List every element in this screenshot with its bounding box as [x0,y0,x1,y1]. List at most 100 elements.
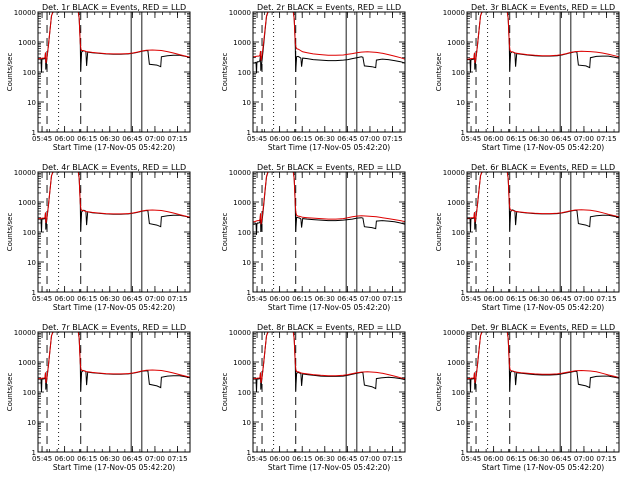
series-lld-line [38,172,190,224]
y-tick-label: 10 [242,99,251,107]
y-tick-label: 10000 [229,169,251,177]
y-tick-label: 100 [452,389,465,397]
x-tick-label: 07:00 [360,455,380,463]
y-tick-label: 10 [242,419,251,427]
y-tick-label: 1 [32,129,36,137]
detector-panel-7: 1 10 100 1000 10000 05:45 06:00 06:15 06:30 06:45… [6,323,191,472]
x-axis-label: Start Time (17-Nov-05 05:42:20) [53,143,175,152]
y-tick-label: 1000 [447,359,465,367]
y-tick-label: 1000 [233,359,251,367]
x-tick-label: 06:15 [506,455,526,463]
y-axis-label: Counts/sec [435,213,443,252]
y-tick-label: 1 [461,449,465,457]
y-tick-label: 10000 [229,9,251,17]
series-lld-line [253,332,405,384]
y-tick-label: 10000 [443,329,465,337]
x-tick-label: 06:30 [529,295,549,303]
series-lld-line [253,172,405,225]
x-axis-label: Start Time (17-Nov-05 05:42:20) [53,303,175,312]
series-lld-line [253,12,405,61]
x-axis-label: Start Time (17-Nov-05 05:42:20) [268,303,390,312]
y-tick-label: 1 [247,449,251,457]
x-tick-label: 05:45 [247,295,267,303]
panel-title: Det. 4r BLACK = Events, RED = LLD [42,163,186,172]
x-tick-label: 05:45 [461,295,481,303]
y-tick-label: 100 [23,69,36,77]
x-tick-label: 06:15 [77,295,97,303]
x-tick-label: 07:15 [382,135,402,143]
y-tick-label: 10000 [443,169,465,177]
x-tick-label: 07:00 [574,135,594,143]
detector-panel-3: 1 10 100 1000 10000 05:45 06:00 06:15 06:30 06:45… [435,3,620,152]
y-tick-label: 10000 [14,169,36,177]
x-tick-label: 06:45 [337,455,357,463]
x-tick-label: 06:45 [551,295,571,303]
x-tick-label: 06:15 [506,135,526,143]
series-lld-line [467,12,619,64]
x-tick-label: 06:30 [100,295,120,303]
x-tick-label: 06:15 [77,135,97,143]
x-tick-label: 06:00 [270,455,290,463]
x-tick-label: 05:45 [32,135,52,143]
series-lld-line [467,172,619,223]
x-tick-label: 07:15 [596,135,616,143]
x-tick-label: 06:15 [292,455,312,463]
y-tick-label: 1 [247,129,251,137]
x-tick-label: 06:15 [77,455,97,463]
x-tick-label: 07:15 [167,135,187,143]
y-tick-label: 100 [452,229,465,237]
y-tick-label: 10000 [14,9,36,17]
detector-panel-8: 1 10 100 1000 10000 05:45 06:00 06:15 06:30 06:45… [221,323,406,472]
panel-title: Det. 1r BLACK = Events, RED = LLD [42,3,186,12]
y-tick-label: 1 [461,289,465,297]
x-axis-label: Start Time (17-Nov-05 05:42:20) [268,143,390,152]
x-tick-label: 06:15 [292,135,312,143]
x-tick-label: 05:45 [32,295,52,303]
y-tick-label: 10 [456,419,465,427]
x-tick-label: 05:45 [247,135,267,143]
y-tick-label: 100 [452,69,465,77]
x-tick-label: 07:15 [167,455,187,463]
y-tick-label: 100 [23,229,36,237]
x-axis-label: Start Time (17-Nov-05 05:42:20) [482,143,604,152]
panel-title: Det. 3r BLACK = Events, RED = LLD [471,3,615,12]
x-tick-label: 06:30 [529,455,549,463]
y-tick-label: 1000 [18,359,36,367]
y-tick-label: 1000 [18,39,36,47]
panel-title: Det. 9r BLACK = Events, RED = LLD [471,323,615,332]
y-tick-label: 10 [27,259,36,267]
x-tick-label: 06:45 [337,295,357,303]
x-tick-label: 05:45 [32,455,52,463]
x-axis-label: Start Time (17-Nov-05 05:42:20) [53,463,175,472]
detector-panel-6: 1 10 100 1000 10000 05:45 06:00 06:15 06:30 06:45… [435,163,620,312]
y-tick-label: 1000 [233,199,251,207]
series-lld-line [38,332,190,384]
x-tick-label: 07:00 [574,455,594,463]
x-tick-label: 06:45 [337,135,357,143]
y-axis-label: Counts/sec [435,373,443,412]
y-tick-label: 10000 [229,329,251,337]
y-tick-label: 10 [456,99,465,107]
x-tick-label: 07:15 [382,455,402,463]
x-tick-label: 07:00 [145,295,165,303]
y-tick-label: 10 [242,259,251,267]
y-tick-label: 100 [238,69,251,77]
x-tick-label: 06:45 [551,455,571,463]
y-tick-label: 1000 [18,199,36,207]
x-tick-label: 05:45 [247,455,267,463]
x-tick-label: 06:45 [122,455,142,463]
x-tick-label: 06:30 [315,455,335,463]
y-tick-label: 1000 [447,199,465,207]
y-tick-label: 1 [461,129,465,137]
y-tick-label: 1000 [233,39,251,47]
x-axis-label: Start Time (17-Nov-05 05:42:20) [268,463,390,472]
x-tick-label: 06:00 [270,295,290,303]
panel-title: Det. 6r BLACK = Events, RED = LLD [471,163,615,172]
x-tick-label: 06:15 [292,295,312,303]
x-tick-label: 06:30 [529,135,549,143]
x-tick-label: 06:00 [55,455,75,463]
panel-title: Det. 7r BLACK = Events, RED = LLD [42,323,186,332]
